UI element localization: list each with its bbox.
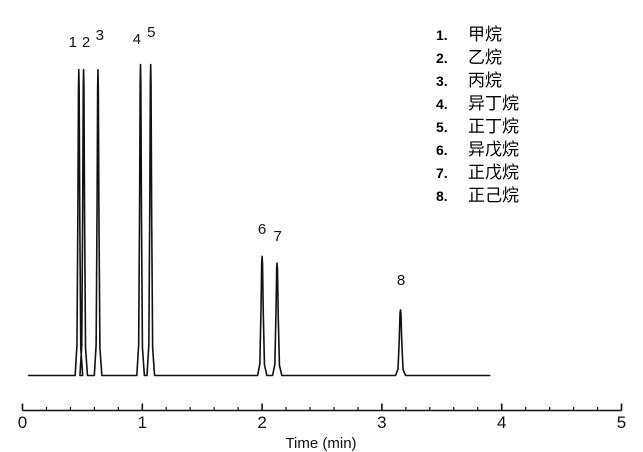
chromatogram-trace xyxy=(27,63,491,377)
legend-item-3: 3. 丙烷 xyxy=(436,66,616,91)
x-axis-line xyxy=(21,403,623,412)
peak-label-6: 6 xyxy=(257,220,267,238)
peak-label-8: 8 xyxy=(396,272,406,290)
legend-item-2: 2. 乙烷 xyxy=(436,43,616,68)
x-axis-title: Time (min) xyxy=(285,435,357,452)
legend-item-name: 丙烷 xyxy=(468,71,502,91)
legend-item-name: 异戊烷 xyxy=(468,140,519,160)
peak-label-2: 2 xyxy=(81,34,91,51)
x-tick-label-2: 2 xyxy=(257,413,267,432)
legend-item-name: 正己烷 xyxy=(468,186,519,206)
x-tick-label-4: 4 xyxy=(496,413,507,432)
legend-item-number: 3. xyxy=(436,73,448,89)
peak-label-3: 3 xyxy=(95,27,104,45)
peak-label-7: 7 xyxy=(273,227,282,245)
legend-item-5: 5. 正丁烷 xyxy=(436,112,616,137)
legend-item-8: 8. 正己烷 xyxy=(436,181,616,206)
legend-item-7: 7. 正戊烷 xyxy=(436,158,616,183)
legend-item-name: 乙烷 xyxy=(468,48,502,68)
x-tick-label-5: 5 xyxy=(616,413,627,432)
legend-item-name: 甲烷 xyxy=(468,25,502,45)
legend-item-number: 1. xyxy=(436,27,448,43)
legend-item-number: 5. xyxy=(436,119,448,135)
x-tick-label-3: 3 xyxy=(377,413,387,432)
legend-item-6: 6. 异戊烷 xyxy=(436,135,616,160)
peak-legend: 1. 甲烷 2. 乙烷 3. 丙烷 4. 异丁烷 5. 正丁烷 6. 异戊烷 7. 正戊烷 8. 正己烷 xyxy=(436,20,616,206)
legend-item-number: 7. xyxy=(436,165,448,181)
peak-label-4: 4 xyxy=(132,30,142,48)
legend-item-number: 4. xyxy=(436,96,448,112)
x-tick-label-0: 0 xyxy=(17,413,28,432)
x-tick-label-1: 1 xyxy=(137,413,148,432)
peak-label-5: 5 xyxy=(147,23,156,41)
legend-item-number: 8. xyxy=(436,188,448,204)
legend-item-name: 异丁烷 xyxy=(468,94,519,114)
legend-item-4: 4. 异丁烷 xyxy=(436,89,616,114)
peak-label-1: 1 xyxy=(68,34,77,51)
legend-item-number: 2. xyxy=(436,50,448,66)
signal-trace xyxy=(27,63,491,377)
legend-item-1: 1. 甲烷 xyxy=(436,20,616,45)
legend-item-name: 正丁烷 xyxy=(468,117,519,137)
x-axis: 0 1 2 3 4 5 Time (min) xyxy=(0,400,643,451)
legend-item-name: 正戊烷 xyxy=(468,163,519,183)
legend-item-number: 6. xyxy=(436,142,448,158)
